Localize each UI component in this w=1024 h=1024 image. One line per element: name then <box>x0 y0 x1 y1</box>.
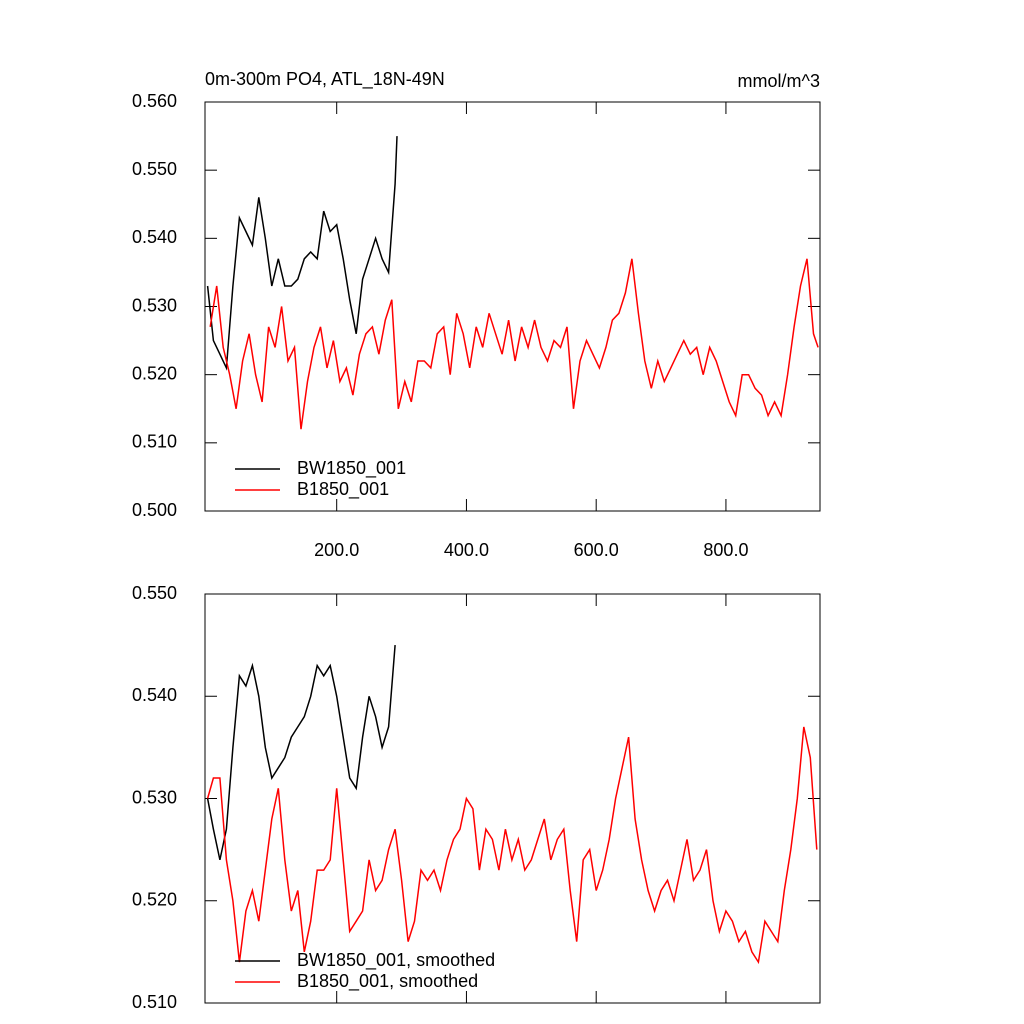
data-line <box>206 726 818 965</box>
legend-label: B1850_001 <box>297 479 389 500</box>
y-tick-label: 0.540 <box>132 685 177 705</box>
data-line <box>209 258 819 430</box>
y-tick-label: 0.530 <box>132 787 177 807</box>
plot-frame <box>204 101 821 512</box>
y-tick-label: 0.550 <box>132 583 177 603</box>
y-tick-label: 0.540 <box>132 227 177 247</box>
y-tick-label: 0.510 <box>132 992 177 1012</box>
y-tick-label: 0.500 <box>132 500 177 520</box>
x-tick-label: 400.0 <box>444 540 489 560</box>
y-tick-label: 0.520 <box>132 363 177 383</box>
plot-frame <box>204 593 821 1004</box>
y-tick-label: 0.510 <box>132 432 177 452</box>
data-line <box>206 136 398 371</box>
x-tick-label: 800.0 <box>703 540 748 560</box>
legend-label: BW1850_001, smoothed <box>297 950 495 971</box>
x-tick-label: 600.0 <box>574 540 619 560</box>
x-tick-label: 200.0 <box>314 540 359 560</box>
legend-label: BW1850_001 <box>297 458 406 479</box>
y-tick-label: 0.530 <box>132 295 177 315</box>
chart-title: 0m-300m PO4, ATL_18N-49N <box>205 69 445 90</box>
data-line <box>206 645 396 861</box>
legend-label: B1850_001, smoothed <box>297 971 478 992</box>
chart-units: mmol/m^3 <box>738 71 820 91</box>
y-tick-label: 0.520 <box>132 890 177 910</box>
y-tick-label: 0.550 <box>132 159 177 179</box>
y-tick-label: 0.560 <box>132 91 177 111</box>
